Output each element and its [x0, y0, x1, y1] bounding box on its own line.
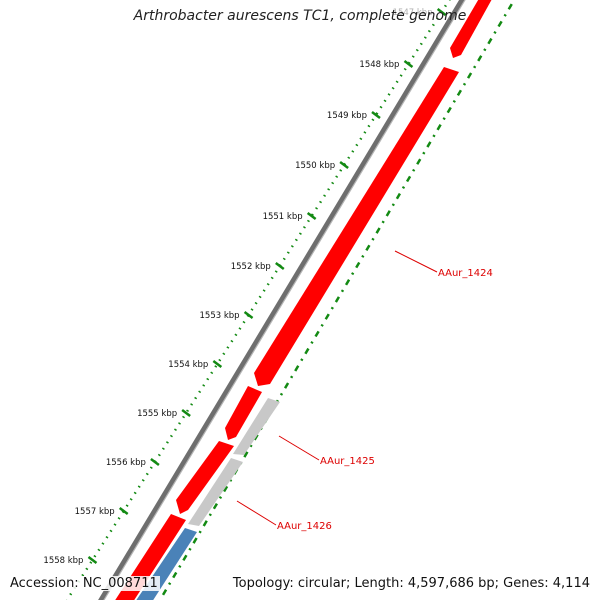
accession-label: Accession: NC_008711: [8, 576, 160, 591]
scale-tick-mark: [243, 311, 254, 319]
gc-skew-track-outer: [65, 0, 451, 600]
gene-feature-aaur-1426[interactable]: [188, 458, 243, 526]
scale-tick-label: 1554 kbp: [168, 360, 208, 370]
scale-tick-label: 1548 kbp: [359, 60, 399, 70]
scale-tick-label: 1556 kbp: [106, 458, 146, 468]
label-leader-aaur-1425: [278, 435, 320, 461]
scale-tick-label: 1553 kbp: [200, 311, 240, 321]
scale-tick-mark: [403, 60, 414, 68]
scale-tick-label: 1547 kbp: [393, 8, 433, 18]
scale-ticks: 1547 kbp 1548 kbp 1549 kbp 1550 kbp 1551 kbp…: [43, 8, 447, 566]
scale-tick-label: 1552 kbp: [231, 262, 271, 272]
label-leader-aaur-1424: [394, 250, 438, 273]
gene-feature-aaur-1425[interactable]: [233, 398, 280, 455]
scale-tick-mark: [371, 111, 381, 119]
gene-feature-upper-red[interactable]: [225, 386, 262, 440]
map-title: Arthrobacter aurescens TC1, complete gen…: [133, 8, 467, 24]
scale-tick-mark: [87, 556, 98, 564]
gene-feature-aaur-1424[interactable]: [254, 67, 459, 386]
gene-label-aaur-1426[interactable]: AAur_1426: [277, 521, 332, 532]
genome-summary: Topology: circular; Length: 4,597,686 bp…: [230, 576, 592, 591]
scale-tick-label: 1551 kbp: [263, 212, 303, 222]
scale-tick-mark: [306, 212, 317, 220]
label-leader-aaur-1426: [236, 500, 277, 526]
scale-tick-mark: [275, 262, 285, 270]
genome-backbone-highlight: [103, 0, 466, 600]
scale-tick-mark: [212, 360, 223, 368]
genome-backbone: [98, 0, 465, 600]
gene-label-aaur-1424[interactable]: AAur_1424: [438, 268, 493, 279]
gene-feature-middle-red[interactable]: [176, 441, 234, 514]
scale-tick-label: 1549 kbp: [327, 111, 367, 121]
scale-tick-label: 1555 kbp: [137, 409, 177, 419]
scale-tick-mark: [181, 409, 191, 417]
scale-tick-mark: [118, 507, 129, 515]
gene-feature-top-arrow[interactable]: [450, 0, 497, 58]
scale-tick-label: 1558 kbp: [43, 556, 83, 566]
scale-tick-label: 1550 kbp: [295, 161, 335, 171]
scale-tick-mark: [339, 161, 349, 169]
scale-tick-mark: [436, 8, 447, 16]
gc-skew-track-inner: [158, 0, 516, 600]
scale-tick-mark: [150, 458, 160, 466]
scale-tick-label: 1557 kbp: [75, 507, 115, 517]
gene-label-aaur-1425[interactable]: AAur_1425: [320, 456, 375, 467]
